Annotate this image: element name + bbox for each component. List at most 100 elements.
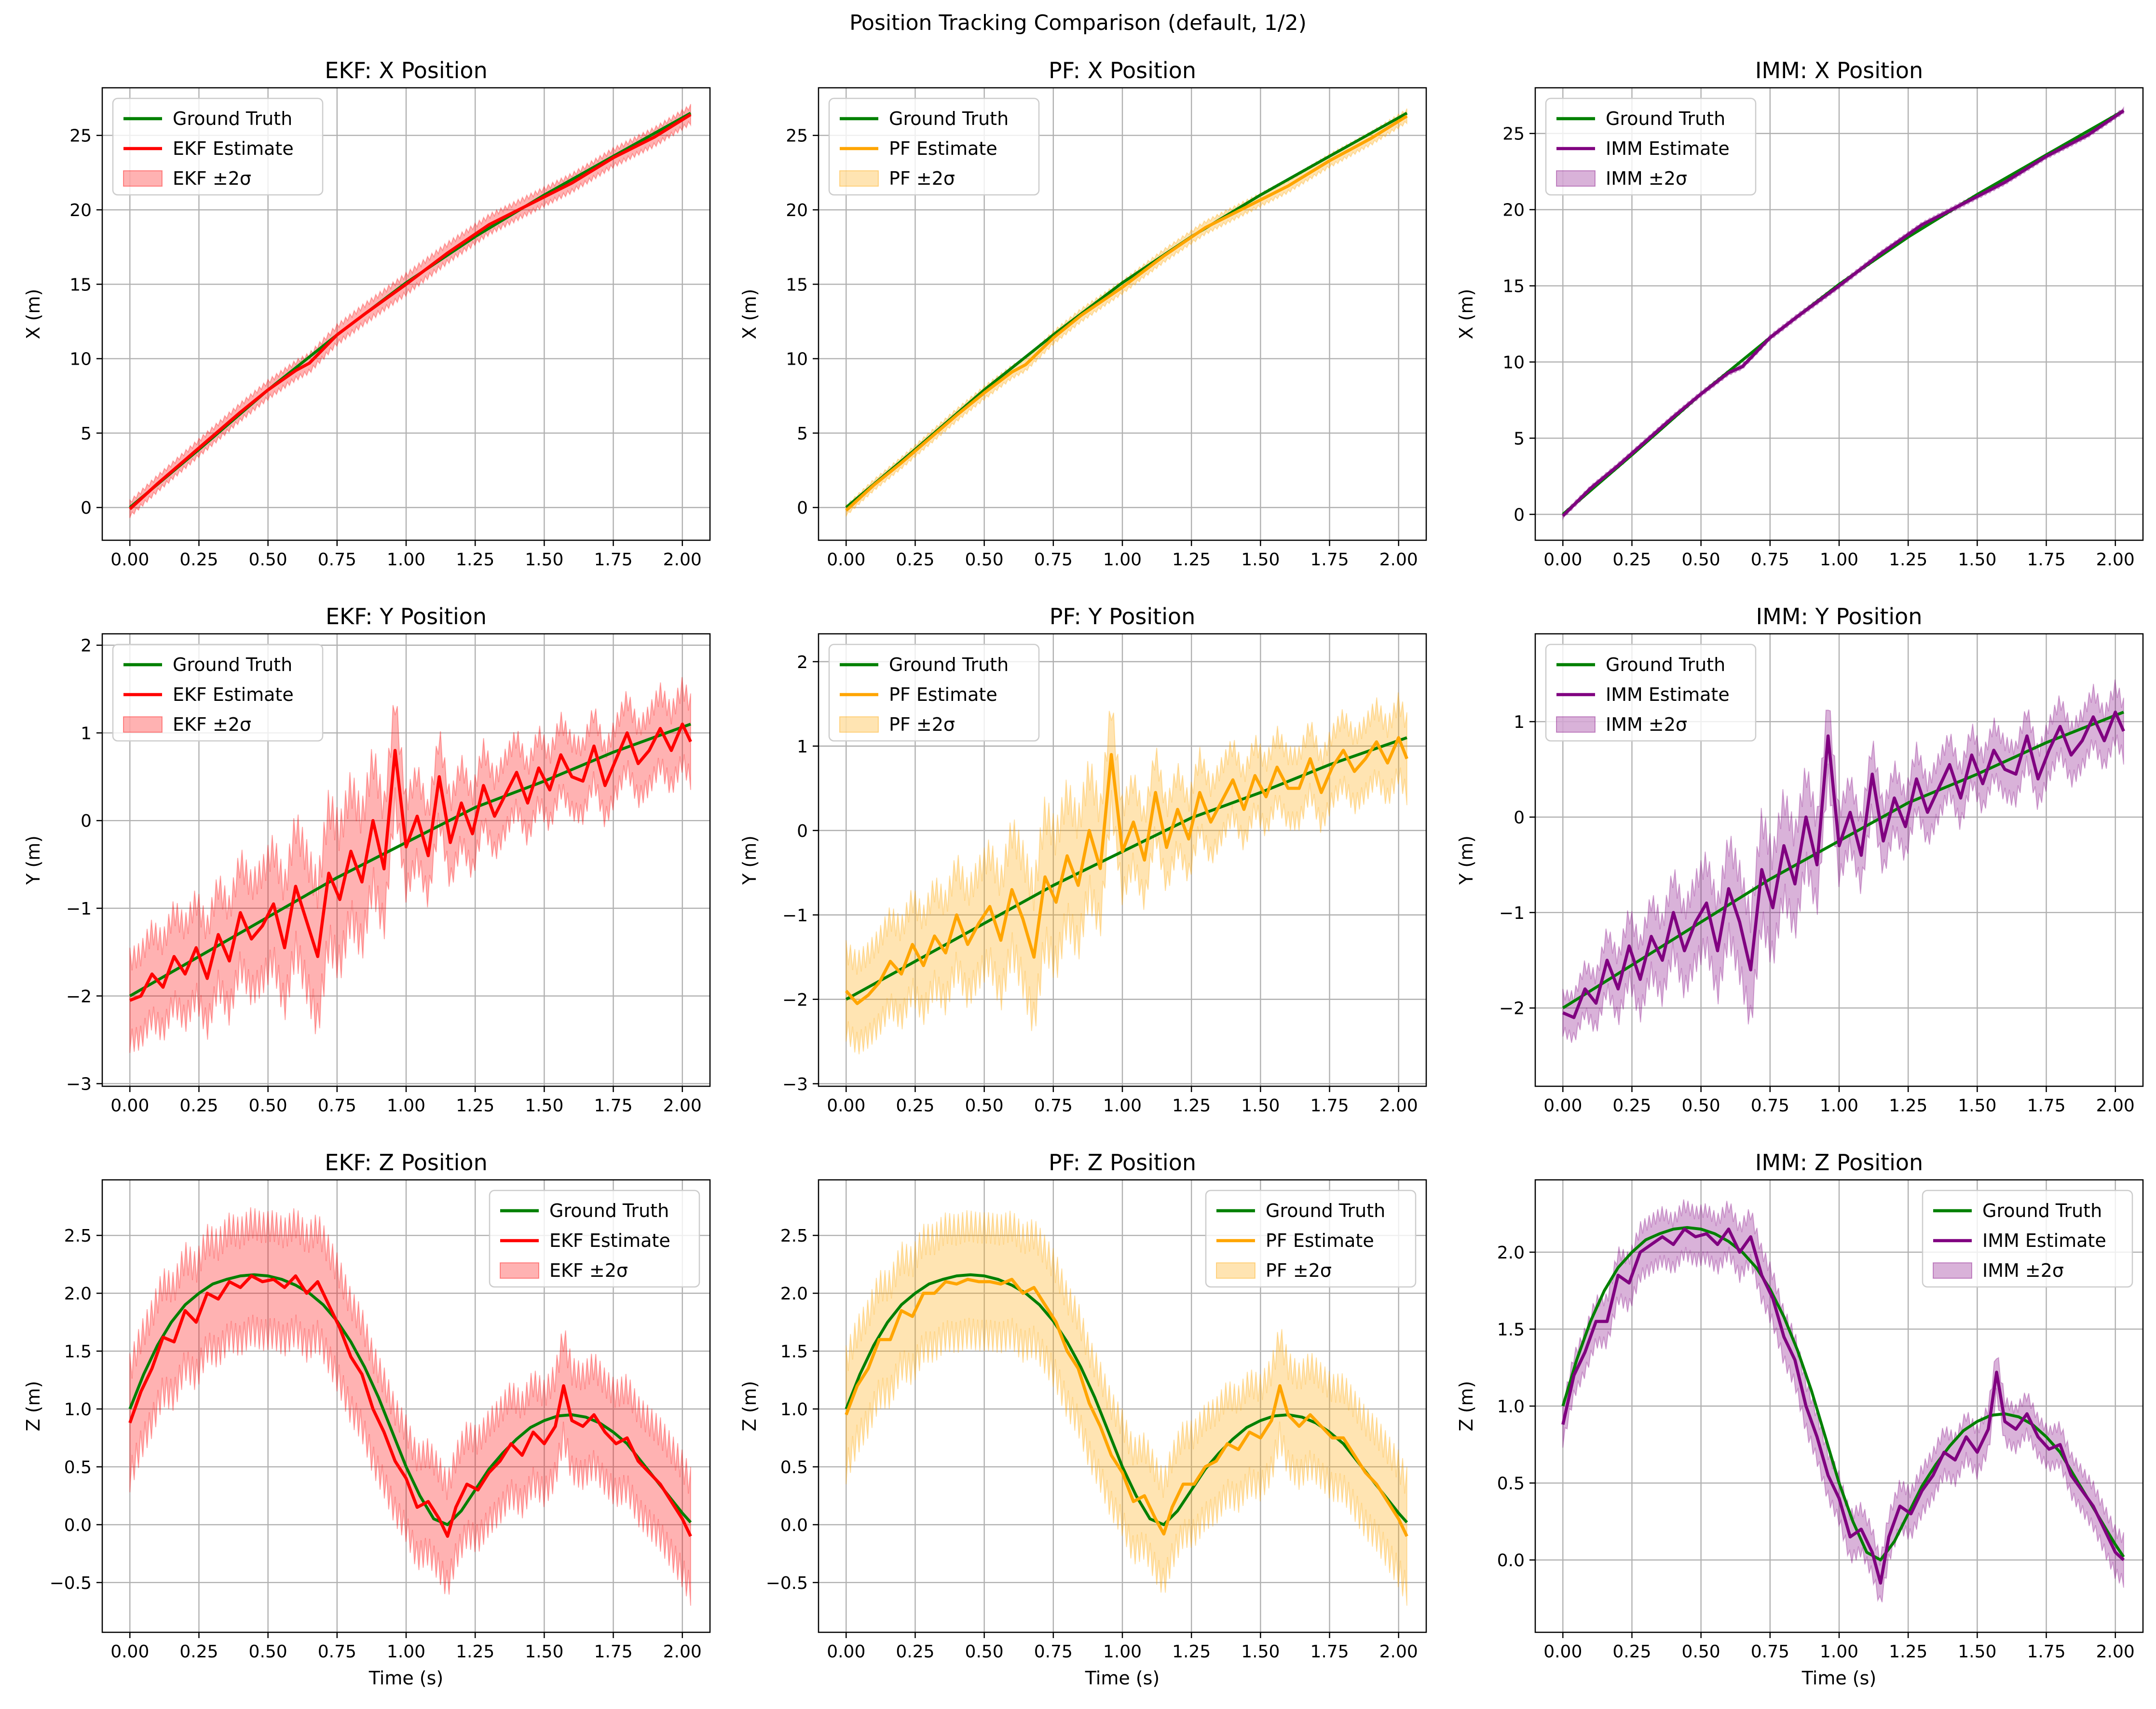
x-tick-label: 0.75 xyxy=(1751,1096,1789,1116)
subplot-1: 0.00 0.25 0.50 0.75 1.00 1.25 1.50 1.75 2.00 0 5 10… xyxy=(23,57,711,570)
legend-label: Ground Truth xyxy=(173,108,292,129)
y-tick-label: 2.5 xyxy=(780,1226,808,1246)
y-axis-label: Z (m) xyxy=(1456,1381,1477,1432)
series-estimate xyxy=(845,1278,1408,1537)
legend-swatch-band xyxy=(500,1262,539,1279)
series-estimate xyxy=(1562,711,2125,1019)
x-tick-label: 1.25 xyxy=(456,550,494,570)
y-tick-label: −1 xyxy=(782,906,808,926)
y-tick-label: 1 xyxy=(1514,712,1525,732)
y-tick-label: 0.5 xyxy=(780,1458,808,1477)
x-tick-label: 0.75 xyxy=(1751,550,1789,570)
x-tick-label: 0.00 xyxy=(1543,550,1582,570)
x-tick-label: 1.25 xyxy=(1172,550,1211,570)
subplot-title: PF: Z Position xyxy=(1049,1149,1196,1176)
y-tick-label: −3 xyxy=(782,1075,808,1094)
x-tick-label: 1.00 xyxy=(1820,1642,1858,1662)
x-tick-label: 2.00 xyxy=(2096,1096,2135,1116)
x-tick-label: 1.50 xyxy=(525,550,563,570)
legend-label: Ground Truth xyxy=(1266,1200,1385,1221)
x-tick-label: 1.25 xyxy=(1889,550,1927,570)
y-tick-label: 0 xyxy=(797,821,808,841)
x-tick-label: 0.50 xyxy=(1682,550,1720,570)
y-tick-label: 10 xyxy=(69,350,92,369)
legend-box xyxy=(1205,1189,1417,1288)
x-tick-label: 1.75 xyxy=(1310,1096,1349,1116)
x-tick-label: 2.00 xyxy=(663,1096,702,1116)
subplot-title: IMM: Y Position xyxy=(1756,603,1923,629)
x-tick-label: 1.00 xyxy=(1820,1096,1858,1116)
legend-label: IMM ±2σ xyxy=(1606,168,1687,189)
x-tick-label: 0.50 xyxy=(1682,1642,1720,1662)
band-sigma xyxy=(129,1207,691,1606)
legend-swatch-band xyxy=(1556,170,1596,187)
x-tick-label: 1.50 xyxy=(1958,550,1996,570)
y-axis-label: Z (m) xyxy=(23,1381,44,1432)
y-tick-label: 2 xyxy=(797,653,808,672)
y-tick-label: −1 xyxy=(66,899,92,919)
y-tick-label: 1.5 xyxy=(780,1342,808,1362)
legend-label: Ground Truth xyxy=(173,654,292,675)
x-tick-label: 1.00 xyxy=(1820,550,1858,570)
x-tick-label: 1.25 xyxy=(1172,1642,1211,1662)
x-tick-label: 0.75 xyxy=(318,1096,356,1116)
x-tick-label: 0.00 xyxy=(827,1642,865,1662)
y-tick-label: 20 xyxy=(786,201,808,220)
plot-data xyxy=(1561,1199,2125,1603)
legend-label: EKF ±2σ xyxy=(173,168,251,189)
x-tick-label: 0.00 xyxy=(827,550,865,570)
x-tick-label: 0.75 xyxy=(1034,1096,1073,1116)
x-tick-label: 1.75 xyxy=(1310,550,1349,570)
y-tick-label: 0.0 xyxy=(1497,1551,1525,1571)
subplot-title: PF: X Position xyxy=(1049,57,1196,83)
subplot-title: PF: Y Position xyxy=(1050,603,1196,629)
legend-label: PF ±2σ xyxy=(1266,1260,1332,1281)
y-axis-label: X (m) xyxy=(1456,289,1477,340)
legend: Ground Truth PF Estimate PF ±2σ xyxy=(1205,1189,1417,1288)
x-tick-label: 0.00 xyxy=(110,1642,149,1662)
y-tick-label: 2.0 xyxy=(780,1284,808,1304)
x-tick-label: 1.75 xyxy=(1310,1642,1349,1662)
series-estimate xyxy=(129,722,692,1002)
legend-label: PF ±2σ xyxy=(889,168,955,189)
legend: Ground Truth PF Estimate PF ±2σ xyxy=(828,643,1040,742)
x-tick-label: 1.75 xyxy=(594,1096,632,1116)
legend: Ground Truth EKF Estimate EKF ±2σ xyxy=(489,1189,700,1288)
x-tick-label: 1.50 xyxy=(525,1096,563,1116)
band-sigma xyxy=(129,677,691,1053)
y-axis-label: X (m) xyxy=(739,289,760,340)
y-tick-label: −2 xyxy=(782,990,808,1010)
plot-data xyxy=(128,1207,692,1606)
y-tick-label: 0.5 xyxy=(1497,1474,1525,1494)
legend-label: Ground Truth xyxy=(889,108,1009,129)
subplot-grid: 0.00 0.25 0.50 0.75 1.00 1.25 1.50 1.75 2.000510… xyxy=(23,57,2144,1689)
x-tick-label: 1.25 xyxy=(1889,1096,1927,1116)
subplot-6: 0.00 0.25 0.50 0.75 1.00 1.25 1.50 1.75 2.00 −2 −1… xyxy=(1456,603,2144,1116)
legend: Ground Truth IMM Estimate IMM ±2σ xyxy=(1545,643,1757,742)
y-tick-label: 5 xyxy=(797,424,808,444)
legend: Ground Truth EKF Estimate EKF ±2σ xyxy=(112,97,324,196)
x-tick-label: 0.25 xyxy=(896,550,934,570)
x-tick-label: 1.25 xyxy=(456,1096,494,1116)
x-tick-label: 1.25 xyxy=(456,1642,494,1662)
plot-data xyxy=(129,104,692,519)
x-tick-label: 1.00 xyxy=(1103,550,1142,570)
x-tick-label: 2.00 xyxy=(1379,550,1418,570)
series-estimate xyxy=(128,1274,692,1538)
y-tick-label: −1 xyxy=(1499,903,1525,923)
y-tick-label: 0 xyxy=(1514,808,1525,828)
y-tick-label: −2 xyxy=(1499,999,1525,1019)
legend-box xyxy=(112,643,324,742)
legend-swatch-band xyxy=(1216,1262,1255,1279)
subplot-title: EKF: Z Position xyxy=(325,1149,487,1176)
plot-data xyxy=(1562,106,2125,521)
x-tick-label: 0.75 xyxy=(318,1642,356,1662)
y-tick-label: −0.5 xyxy=(50,1573,92,1593)
x-tick-label: 0.25 xyxy=(896,1096,934,1116)
x-tick-label: 0.50 xyxy=(965,550,1004,570)
legend-label: Ground Truth xyxy=(1606,654,1725,675)
x-tick-label: 0.00 xyxy=(827,1096,865,1116)
y-axis-label: Z (m) xyxy=(739,1381,760,1432)
y-tick-label: 1 xyxy=(81,724,92,743)
